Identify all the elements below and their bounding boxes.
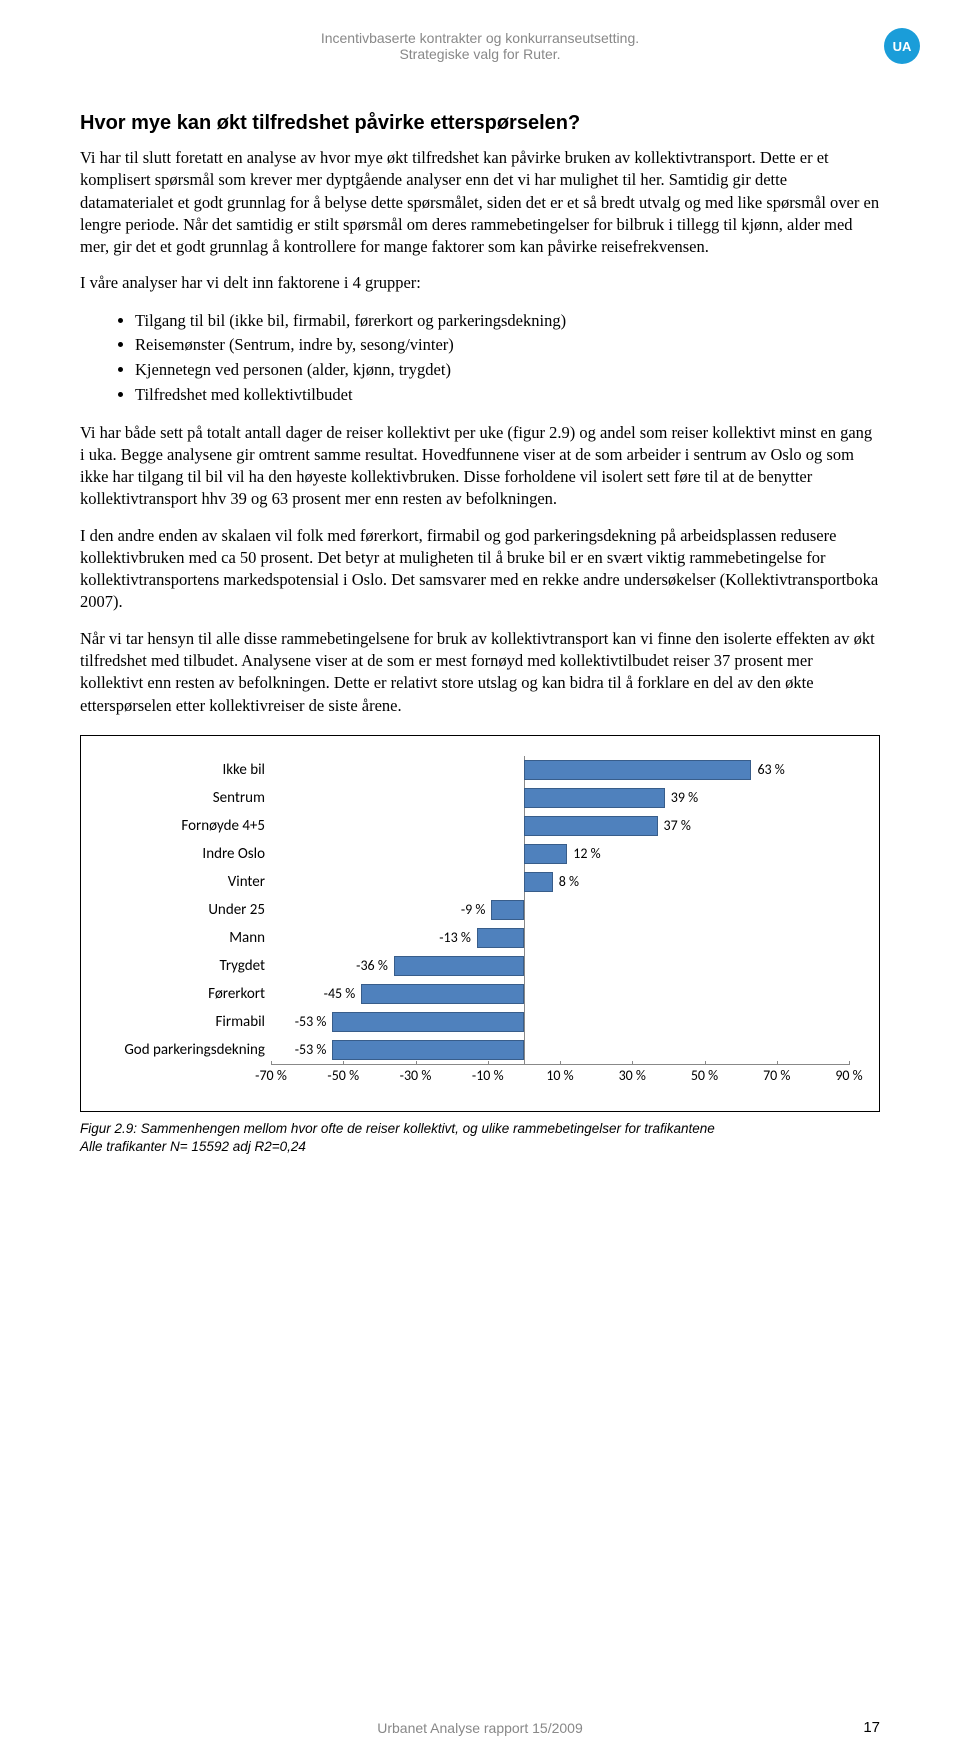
chart-x-tick: 50 % <box>691 1067 718 1084</box>
chart-bar <box>477 928 524 948</box>
chart-row-label: Trygdet <box>101 952 271 980</box>
chart-tick-mark <box>271 1061 272 1065</box>
chart-bar-value: 63 % <box>757 756 784 784</box>
page-number: 17 <box>863 1719 880 1736</box>
chart-bar <box>524 760 752 780</box>
section-heading: Hvor mye kan økt tilfredshet påvirke ett… <box>80 112 880 135</box>
chart-bar <box>361 984 524 1004</box>
list-item: Reisemønster (Sentrum, indre by, sesong/… <box>135 333 880 358</box>
chart-bar-row: -53 % <box>271 1036 849 1064</box>
chart-bar-value: 39 % <box>671 784 698 812</box>
list-item: Tilfredshet med kollektivtilbudet <box>135 383 880 408</box>
paragraph-3: Vi har både sett på totalt antall dager … <box>80 422 880 511</box>
chart-bar <box>524 844 567 864</box>
chart-tick-mark <box>560 1061 561 1065</box>
chart-bar-row: -53 % <box>271 1008 849 1036</box>
paragraph-4: I den andre enden av skalaen vil folk me… <box>80 525 880 614</box>
chart-bar <box>332 1012 523 1032</box>
chart-row-label: Firmabil <box>101 1008 271 1036</box>
chart-plot-area: 63 %39 %37 %12 %8 %-9 %-13 %-36 %-45 %-5… <box>271 756 849 1065</box>
chart-bar <box>332 1040 523 1060</box>
chart-bar-value: -9 % <box>461 896 486 924</box>
figure-caption: Figur 2.9: Sammenhengen mellom hvor ofte… <box>80 1120 880 1156</box>
page-footer: Urbanet Analyse rapport 15/2009 <box>0 1720 960 1736</box>
chart-row-label: Fornøyde 4+5 <box>101 812 271 840</box>
chart-x-tick: -50 % <box>327 1067 359 1084</box>
chart-bar-row: -9 % <box>271 896 849 924</box>
chart-bar <box>491 900 524 920</box>
chart-bar <box>524 816 658 836</box>
chart-y-labels: Ikke bilSentrumFornøyde 4+5Indre OsloVin… <box>101 756 271 1065</box>
bar-chart: Ikke bilSentrumFornøyde 4+5Indre OsloVin… <box>80 735 880 1112</box>
chart-bar-row: 12 % <box>271 840 849 868</box>
paragraph-2: I våre analyser har vi delt inn faktoren… <box>80 272 880 294</box>
chart-x-axis: -70 %-50 %-30 %-10 %10 %30 %50 %70 %90 % <box>271 1067 849 1091</box>
chart-row-label: Førerkort <box>101 980 271 1008</box>
chart-bar <box>524 872 553 892</box>
chart-tick-mark <box>488 1061 489 1065</box>
list-item: Tilgang til bil (ikke bil, firmabil, før… <box>135 309 880 334</box>
chart-tick-mark <box>416 1061 417 1065</box>
chart-row-label: Indre Oslo <box>101 840 271 868</box>
chart-x-tick: 90 % <box>835 1067 862 1084</box>
chart-row-label: Mann <box>101 924 271 952</box>
chart-bar <box>524 788 665 808</box>
chart-x-tick: 10 % <box>546 1067 573 1084</box>
chart-bar <box>394 956 524 976</box>
chart-bar-row: 37 % <box>271 812 849 840</box>
chart-bar-row: -45 % <box>271 980 849 1008</box>
chart-tick-mark <box>705 1061 706 1065</box>
chart-tick-mark <box>777 1061 778 1065</box>
chart-bar-row: -13 % <box>271 924 849 952</box>
chart-row-label: Ikke bil <box>101 756 271 784</box>
chart-bar-row: -36 % <box>271 952 849 980</box>
chart-bar-value: 12 % <box>573 840 600 868</box>
chart-bar-value: 37 % <box>664 812 691 840</box>
chart-bar-value: -53 % <box>295 1008 327 1036</box>
chart-row-label: Vinter <box>101 868 271 896</box>
chart-tick-mark <box>632 1061 633 1065</box>
chart-bar-value: -36 % <box>356 952 388 980</box>
chart-x-tick: -10 % <box>472 1067 504 1084</box>
chart-row-label: God parkeringsdekning <box>101 1036 271 1064</box>
header-line-2: Strategiske valg for Ruter. <box>80 46 880 62</box>
chart-bar-value: -53 % <box>295 1036 327 1064</box>
chart-tick-mark <box>343 1061 344 1065</box>
chart-x-tick: -70 % <box>255 1067 287 1084</box>
chart-bar-value: -13 % <box>439 924 471 952</box>
chart-bar-value: 8 % <box>559 868 579 896</box>
paragraph-1: Vi har til slutt foretatt en analyse av … <box>80 147 880 258</box>
ua-badge-icon: UA <box>884 28 920 64</box>
chart-row-label: Sentrum <box>101 784 271 812</box>
list-item: Kjennetegn ved personen (alder, kjønn, t… <box>135 358 880 383</box>
caption-line-1: Figur 2.9: Sammenhengen mellom hvor ofte… <box>80 1121 715 1136</box>
chart-x-tick: -30 % <box>400 1067 432 1084</box>
chart-bar-row: 63 % <box>271 756 849 784</box>
chart-row-label: Under 25 <box>101 896 271 924</box>
bullet-list: Tilgang til bil (ikke bil, firmabil, før… <box>135 309 880 408</box>
chart-tick-mark <box>849 1061 850 1065</box>
chart-bar-value: -45 % <box>324 980 356 1008</box>
header-line-1: Incentivbaserte kontrakter og konkurrans… <box>80 30 880 46</box>
caption-line-2: Alle trafikanter N= 15592 adj R2=0,24 <box>80 1139 306 1154</box>
page-header: Incentivbaserte kontrakter og konkurrans… <box>80 0 880 62</box>
chart-bar-row: 8 % <box>271 868 849 896</box>
chart-x-tick: 30 % <box>619 1067 646 1084</box>
chart-bar-row: 39 % <box>271 784 849 812</box>
chart-x-tick: 70 % <box>763 1067 790 1084</box>
paragraph-5: Når vi tar hensyn til alle disse rammebe… <box>80 628 880 717</box>
